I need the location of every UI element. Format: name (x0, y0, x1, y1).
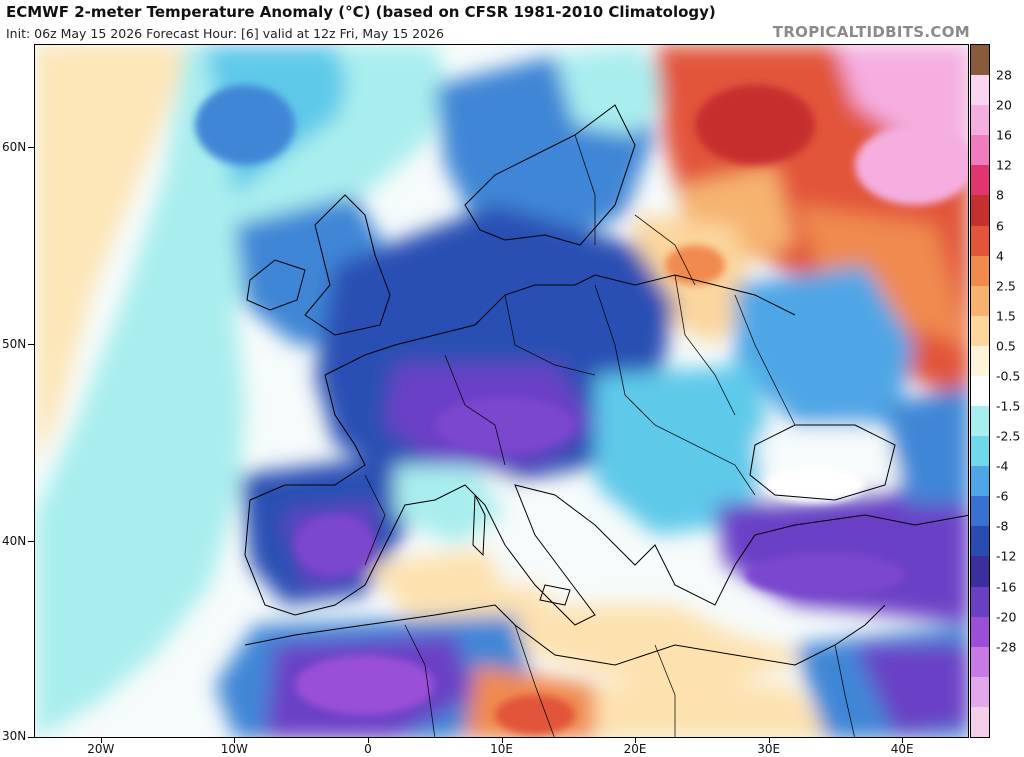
colorbar-label: -1.5 (996, 398, 1021, 414)
longitude-tick (234, 738, 236, 743)
colorbar-label: -12 (996, 548, 1017, 564)
colorbar-segment (971, 255, 989, 287)
latitude-label: 50N (2, 336, 27, 351)
longitude-label: 40E (890, 742, 914, 756)
colorbar-label: -0.5 (996, 368, 1021, 384)
colorbar-label: 6 (996, 218, 1004, 234)
latitude-label: 60N (2, 139, 27, 154)
colorbar-label: -4 (996, 458, 1009, 474)
colorbar-segment (971, 195, 989, 226)
colorbar-label: 8 (996, 187, 1004, 203)
colorbar-segment (971, 616, 989, 648)
colorbar-label: 28 (996, 67, 1012, 83)
colorbar-segment (971, 706, 989, 738)
colorbar-segment (971, 165, 989, 196)
latitude-tick (28, 737, 34, 738)
colorbar-label: 12 (996, 157, 1012, 173)
colorbar-segment (971, 526, 989, 557)
colorbar-segment (971, 586, 989, 618)
colorbar-segment (971, 466, 989, 497)
longitude-label: 20W (87, 742, 115, 756)
longitude-tick (367, 738, 369, 743)
latitude-tick (28, 540, 34, 542)
longitude-label: 20E (623, 742, 647, 756)
colorbar-segment (971, 676, 989, 708)
colorbar-label: -16 (996, 579, 1017, 595)
longitude-label: 10E (490, 742, 513, 756)
colorbar-label: -2.5 (996, 428, 1021, 444)
longitude-label: 0 (364, 742, 372, 756)
colorbar-segment (971, 436, 989, 467)
anomaly-map-svg (35, 45, 968, 737)
colorbar-label: -28 (996, 639, 1017, 655)
colorbar-segment (971, 496, 989, 527)
colorbar-label: 16 (996, 127, 1012, 143)
latitude-label: 40N (2, 533, 27, 548)
anomaly-map (34, 44, 969, 738)
colorbar-label: -6 (996, 488, 1009, 504)
colorbar-segment (971, 345, 989, 377)
colorbar-label: 20 (996, 97, 1012, 113)
country-borders (364, 134, 855, 737)
longitude-tick (501, 738, 503, 743)
colorbar-segment (971, 225, 989, 257)
latitude-label: 30N (2, 729, 27, 743)
colorbar-segment (971, 315, 989, 347)
longitude-label: 30E (757, 742, 781, 756)
colorbar-label: 1.5 (996, 308, 1016, 324)
colorbar-label: -20 (996, 609, 1017, 625)
site-brand: TROPICALTIDBITS.COM (772, 23, 970, 41)
longitude-tick (635, 738, 637, 743)
colorbar-label: -8 (996, 518, 1009, 534)
colorbar-segment (971, 135, 989, 166)
coastlines (244, 104, 968, 666)
longitude-tick (768, 738, 770, 743)
colorbar-label: 2.5 (996, 278, 1016, 294)
colorbar-segment (971, 375, 989, 407)
colorbar-segment (971, 285, 989, 317)
colorbar-segment (971, 75, 989, 106)
anomaly-field-detail (195, 85, 968, 735)
colorbar-segment (971, 105, 989, 136)
latitude-tick (28, 146, 34, 148)
longitude-label: 10W (220, 742, 248, 756)
latitude-tick (28, 343, 34, 345)
longitude-tick (100, 738, 102, 743)
colorbar-label: 4 (996, 248, 1004, 264)
colorbar-segment (971, 556, 989, 588)
page-title: ECMWF 2-meter Temperature Anomaly (°C) (… (6, 3, 716, 21)
colorbar-label: 0.5 (996, 338, 1016, 354)
colorbar-segment (971, 45, 989, 76)
colorbar-segment (971, 646, 989, 678)
init-forecast-info: Init: 06z May 15 2026 Forecast Hour: [6]… (6, 26, 444, 41)
colorbar (970, 44, 990, 738)
colorbar-segment (971, 406, 989, 437)
longitude-tick (902, 738, 904, 743)
